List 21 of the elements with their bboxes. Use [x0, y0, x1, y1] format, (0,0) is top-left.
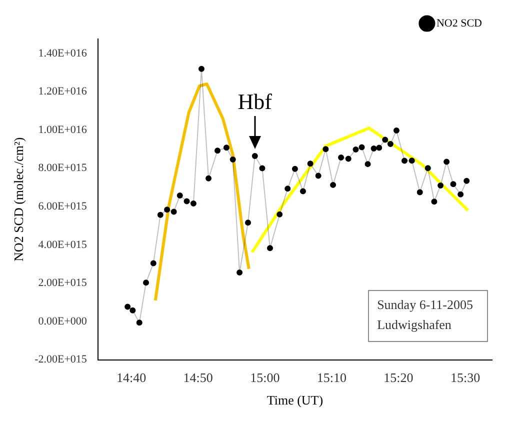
annotation: Hbf [238, 88, 273, 114]
annotation: Sunday 6-11-2005 [377, 296, 473, 314]
y-tick-label: 0.00E+000 [38, 315, 88, 328]
y-tick-label: 1.40E+016 [38, 47, 88, 60]
x-tick-label: 14:50 [183, 370, 213, 386]
x-axis-title: Time (UT) [266, 392, 324, 408]
x-tick-label: 15:20 [384, 370, 414, 386]
x-tick-label: 15:10 [316, 370, 347, 386]
y-tick-label: 8.00E+015 [38, 162, 88, 174]
y-tick-label: 2.00E+015 [38, 277, 88, 290]
x-tick-label: 14:40 [116, 370, 146, 386]
legend-label: NO2 SCD [436, 17, 482, 30]
y-tick-label: 6.00E+015 [38, 200, 88, 212]
y-tick-label: 1.00E+016 [38, 124, 88, 136]
annotation: Ludwigshafen [377, 316, 452, 334]
y-tick-label: 4.00E+015 [38, 238, 88, 251]
y-axis-title: NO2 SCD (molec./cm²) [11, 137, 26, 262]
x-tick-label: 15:30 [450, 370, 480, 386]
y-tick-label: 1.20E+016 [38, 86, 88, 98]
x-tick-label: 15:00 [250, 370, 280, 386]
y-tick-label: -2.00E+015 [34, 354, 88, 366]
